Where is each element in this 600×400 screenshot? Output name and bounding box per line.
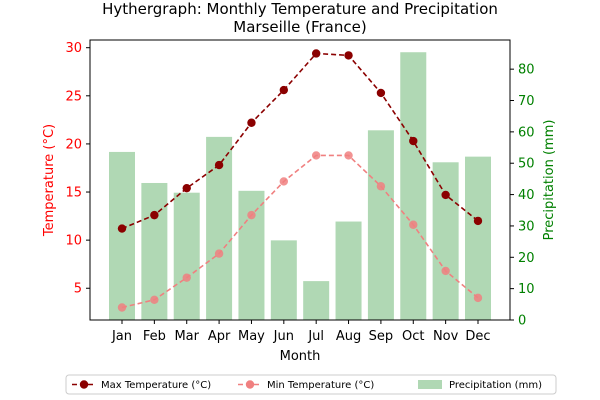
x-tick-label: Jan [111, 329, 132, 344]
precipitation-bar [400, 52, 427, 320]
y-left-tick-label: 25 [65, 89, 82, 104]
x-axis-label: Month [280, 349, 321, 364]
min-temperature-point [117, 303, 127, 312]
legend-swatch-marker [245, 380, 255, 389]
max-temperature-point [214, 160, 224, 170]
min-temperature-point [247, 210, 256, 220]
max-temperature-point [311, 49, 321, 58]
x-tick-label: Feb [143, 329, 166, 344]
y-axis-right-label: Precipitation (mm) [542, 120, 557, 241]
precipitation-bar [173, 192, 200, 320]
max-temperature-point [376, 88, 386, 98]
precipitation-bar [335, 221, 362, 320]
min-temperature-point [441, 266, 450, 276]
legend-label: Precipitation (mm) [449, 380, 542, 391]
y-left-tick-label: 5 [74, 282, 82, 297]
y-axis-left-label: Temperature (°C) [42, 124, 57, 237]
legend-label: Max Temperature (°C) [101, 380, 211, 391]
x-tick-label: Nov [433, 329, 459, 344]
min-temperature-line [121, 154, 479, 309]
x-tick-label: Sep [369, 329, 394, 344]
x-tick-label: Dec [465, 329, 490, 344]
max-temperature-point [247, 118, 256, 127]
precipitation-bar [432, 162, 459, 320]
min-temperature-point [473, 293, 483, 303]
min-temperature-point [279, 177, 289, 186]
y-left-tick-label: 30 [65, 41, 82, 56]
min-temperature-point [409, 220, 418, 229]
precipitation-bar [465, 156, 491, 320]
y-left-tick-label: 10 [65, 234, 82, 249]
precipitation-bar [270, 240, 297, 320]
y-left-tick-label: 20 [65, 137, 82, 152]
max-temperature-point [182, 183, 191, 193]
x-tick-label: Aug [336, 329, 361, 344]
chart-title: Hythergraph: Monthly Temperature and Pre… [102, 0, 498, 18]
precipitation-bar [238, 190, 265, 320]
precipitation-bar [303, 281, 330, 320]
x-tick-label: Jun [273, 329, 294, 344]
legend-swatch-bar [418, 380, 442, 389]
y-right-tick-label: 20 [518, 251, 535, 266]
chart-legend: Max Temperature (°C) Min Temperature (°C)… [65, 374, 557, 395]
x-tick-label: Apr [208, 329, 231, 344]
y-right-tick-label: 60 [518, 125, 535, 140]
min-temperature-point [182, 273, 191, 282]
y-axis-left: 5 10 15 20 25 30 [65, 41, 90, 297]
x-tick-label: Jul [307, 329, 324, 344]
max-temperature-point [473, 216, 483, 226]
x-tick-label: May [238, 329, 265, 344]
y-right-tick-label: 80 [518, 63, 535, 78]
plot-frame [89, 39, 511, 321]
precipitation-bar [109, 151, 135, 320]
max-temperature-point [150, 210, 159, 220]
max-temperature-point [409, 136, 418, 146]
max-temperature-line [121, 52, 479, 230]
legend-frame [65, 374, 557, 395]
x-tick-label: Mar [174, 329, 199, 344]
max-temperature-point [441, 190, 450, 200]
y-right-tick-label: 70 [518, 94, 535, 109]
y-axis-right: 0 10 20 30 40 50 60 70 80 [510, 63, 535, 329]
y-right-tick-label: 50 [518, 157, 535, 172]
x-axis: Jan Feb Mar Apr May Jun Jul Aug Sep Oct Nov Dec [111, 320, 491, 344]
precipitation-bars [109, 52, 491, 320]
max-temperature-point [344, 51, 353, 60]
x-tick-label: Oct [402, 329, 424, 344]
y-right-tick-label: 10 [518, 282, 535, 297]
legend-swatch-marker [79, 380, 89, 389]
min-temperature-point [150, 295, 159, 304]
min-temperature-point [214, 249, 224, 258]
y-right-tick-label: 30 [518, 219, 535, 234]
max-temperature-point [279, 85, 289, 95]
y-right-tick-label: 0 [518, 314, 526, 329]
min-temperature-point [376, 182, 386, 191]
y-right-tick-label: 40 [518, 188, 535, 203]
y-left-tick-label: 15 [65, 186, 82, 201]
min-temperature-point [344, 151, 353, 160]
legend-label: Min Temperature (°C) [267, 380, 374, 391]
temperature-lines [117, 49, 483, 312]
chart-subtitle: Marseille (France) [233, 18, 366, 36]
precipitation-bar [367, 130, 394, 320]
max-temperature-point [117, 224, 127, 233]
min-temperature-point [311, 151, 321, 160]
